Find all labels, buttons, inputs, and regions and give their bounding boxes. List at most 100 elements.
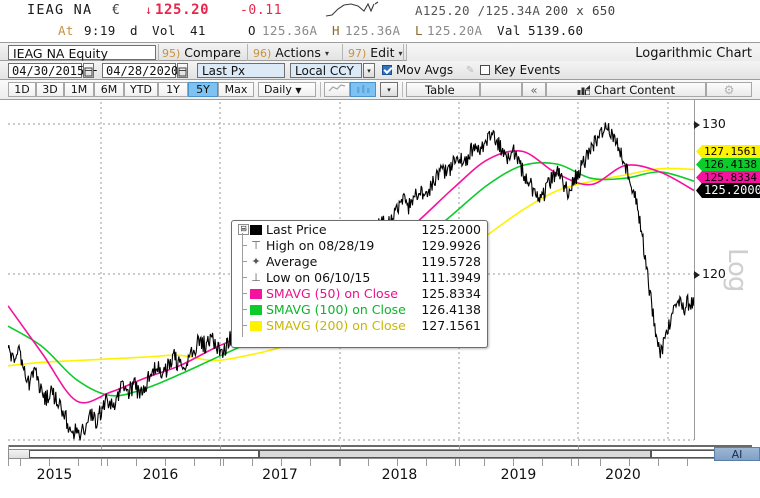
security-input[interactable]: IEAG NA Equity bbox=[8, 45, 156, 61]
legend-value: 119.5728 bbox=[421, 254, 481, 269]
period-button-6m[interactable]: 6M bbox=[94, 82, 124, 97]
period-button-5y[interactable]: 5Y bbox=[188, 82, 218, 97]
legend-row[interactable]: Last Price 125.2000 bbox=[232, 222, 487, 238]
calendar-to-icon[interactable] bbox=[177, 63, 188, 78]
toolbar-divider bbox=[247, 44, 248, 61]
legend-label: SMAVG (50) on Close bbox=[266, 286, 398, 301]
gear-icon[interactable]: ⚙ bbox=[706, 82, 752, 97]
x-minor-tick bbox=[658, 459, 659, 466]
pencil-icon[interactable]: ✎ bbox=[466, 65, 475, 76]
legend-color-swatch bbox=[250, 225, 262, 235]
legend-tree-stem bbox=[242, 233, 243, 337]
range-handle-left[interactable] bbox=[29, 450, 259, 458]
chart-canvas[interactable]: 130 120 Log 127.1561 126.4138 125.8334 1… bbox=[0, 100, 760, 445]
price-type-select[interactable]: Last Px bbox=[197, 63, 285, 78]
x-tick-label: 2015 bbox=[36, 467, 73, 483]
period-button-ytd[interactable]: YTD bbox=[124, 82, 158, 97]
x-minor-tick bbox=[194, 459, 195, 466]
x-minor-tick bbox=[49, 459, 50, 466]
price-tag-last: 125.2000 bbox=[696, 183, 760, 198]
legend-value: 129.9926 bbox=[421, 238, 481, 253]
chart-content-icon bbox=[577, 84, 591, 98]
price-change: -0.11 bbox=[240, 3, 283, 18]
table-button[interactable]: Table bbox=[406, 82, 480, 97]
legend-tree-tick bbox=[242, 309, 247, 310]
volume-value: 41 bbox=[190, 23, 206, 38]
line-chart-icon[interactable] bbox=[324, 82, 350, 97]
y-tick-130: 130 bbox=[694, 116, 726, 131]
toolbar-divider bbox=[342, 44, 343, 61]
axis-baseline bbox=[8, 445, 752, 447]
period-button-1d[interactable]: 1D bbox=[8, 82, 36, 97]
legend-color-swatch bbox=[250, 289, 262, 299]
chart-range-scrollbar[interactable] bbox=[8, 449, 753, 459]
legend-row[interactable]: ⊥ Low on 06/10/15 111.3949 bbox=[232, 270, 487, 286]
x-minor-tick bbox=[20, 459, 21, 466]
calendar-from-icon[interactable] bbox=[83, 63, 94, 78]
y-tick-label: 120 bbox=[702, 266, 726, 281]
legend-tree-tick bbox=[242, 245, 247, 246]
chevron-down-icon[interactable]: ▾ bbox=[363, 63, 375, 78]
toolbar-divider bbox=[402, 82, 403, 97]
collapse-button[interactable]: « bbox=[522, 82, 546, 97]
mov-avgs-label: Mov Avgs bbox=[396, 63, 454, 77]
menu-compare-number: 95) bbox=[162, 47, 181, 60]
currency-select[interactable]: Local CCY bbox=[290, 63, 362, 78]
x-minor-tick bbox=[368, 459, 369, 466]
at-label: At bbox=[58, 23, 74, 38]
chevron-down-icon: ▾ bbox=[398, 49, 403, 58]
menu-compare[interactable]: 95) Compare bbox=[162, 44, 241, 61]
legend-value: 125.8334 bbox=[421, 286, 481, 301]
period-button-max[interactable]: Max bbox=[218, 82, 254, 97]
period-button-3d[interactable]: 3D bbox=[36, 82, 64, 97]
range-handle-mid[interactable] bbox=[259, 450, 651, 458]
legend-tree-tick bbox=[242, 293, 247, 294]
x-minor-tick bbox=[687, 459, 688, 466]
quote-header: IEAG NA € ↓ 125.20 -0.11 A125.20 /125.34… bbox=[0, 0, 760, 60]
date-from-input[interactable]: 04/30/2015 bbox=[8, 63, 84, 78]
date-range-dash: - bbox=[93, 63, 98, 77]
x-minor-tick bbox=[107, 459, 108, 466]
chart-type-chevron-icon[interactable]: ▾ bbox=[380, 82, 398, 97]
x-minor-tick bbox=[397, 459, 398, 466]
y-tick-120: 120 bbox=[694, 266, 726, 281]
period-button-1y[interactable]: 1Y bbox=[158, 82, 188, 97]
menu-compare-label: Compare bbox=[184, 45, 241, 60]
table-extra-slot[interactable] bbox=[480, 82, 522, 97]
toolbar-divider bbox=[403, 44, 404, 61]
page-title: Logarithmic Chart bbox=[635, 46, 752, 61]
legend-row[interactable]: ✦ Average 119.5728 bbox=[232, 254, 487, 270]
quote-row-primary: IEAG NA € ↓ 125.20 -0.11 A125.20 /125.34… bbox=[0, 0, 760, 21]
ai-tab[interactable]: AI bbox=[714, 447, 760, 461]
mov-avgs-checkbox[interactable] bbox=[382, 65, 392, 75]
legend-row[interactable]: SMAVG (200) on Close 127.1561 bbox=[232, 318, 487, 334]
x-minor-tick bbox=[165, 459, 166, 466]
x-minor-tick bbox=[629, 459, 630, 466]
value-label: Val bbox=[497, 23, 521, 38]
frequency-select[interactable]: Daily ▼ bbox=[258, 82, 316, 97]
high-label: H bbox=[332, 23, 340, 38]
menu-actions[interactable]: 96) Actions ▾ bbox=[253, 44, 329, 61]
legend-row[interactable]: ⊤ High on 08/28/19 129.9926 bbox=[232, 238, 487, 254]
bar-chart-icon[interactable] bbox=[350, 82, 376, 97]
price-direction-icon: ↓ bbox=[145, 3, 153, 17]
x-tick-label: 2020 bbox=[605, 467, 641, 483]
period-button-1m[interactable]: 1M bbox=[64, 82, 94, 97]
legend-row[interactable]: SMAVG (100) on Close 126.4138 bbox=[232, 302, 487, 318]
chevron-down-icon: ▾ bbox=[324, 49, 329, 58]
x-minor-tick bbox=[571, 459, 572, 466]
key-events-label: Key Events bbox=[494, 63, 561, 77]
menu-actions-number: 96) bbox=[253, 47, 272, 60]
key-events-checkbox[interactable] bbox=[480, 65, 490, 75]
chart-content-button[interactable]: Chart Content bbox=[546, 82, 706, 97]
date-to-input[interactable]: 04/28/2020 bbox=[102, 63, 178, 78]
legend-tree-tick bbox=[242, 229, 247, 230]
menu-edit[interactable]: 97) Edit ▾ bbox=[348, 44, 403, 61]
currency-symbol: € bbox=[112, 3, 121, 18]
tick-marker-icon bbox=[694, 270, 700, 279]
legend-row[interactable]: SMAVG (50) on Close 125.8334 bbox=[232, 286, 487, 302]
x-minor-tick bbox=[455, 459, 456, 466]
toolbar-divider bbox=[320, 82, 321, 97]
